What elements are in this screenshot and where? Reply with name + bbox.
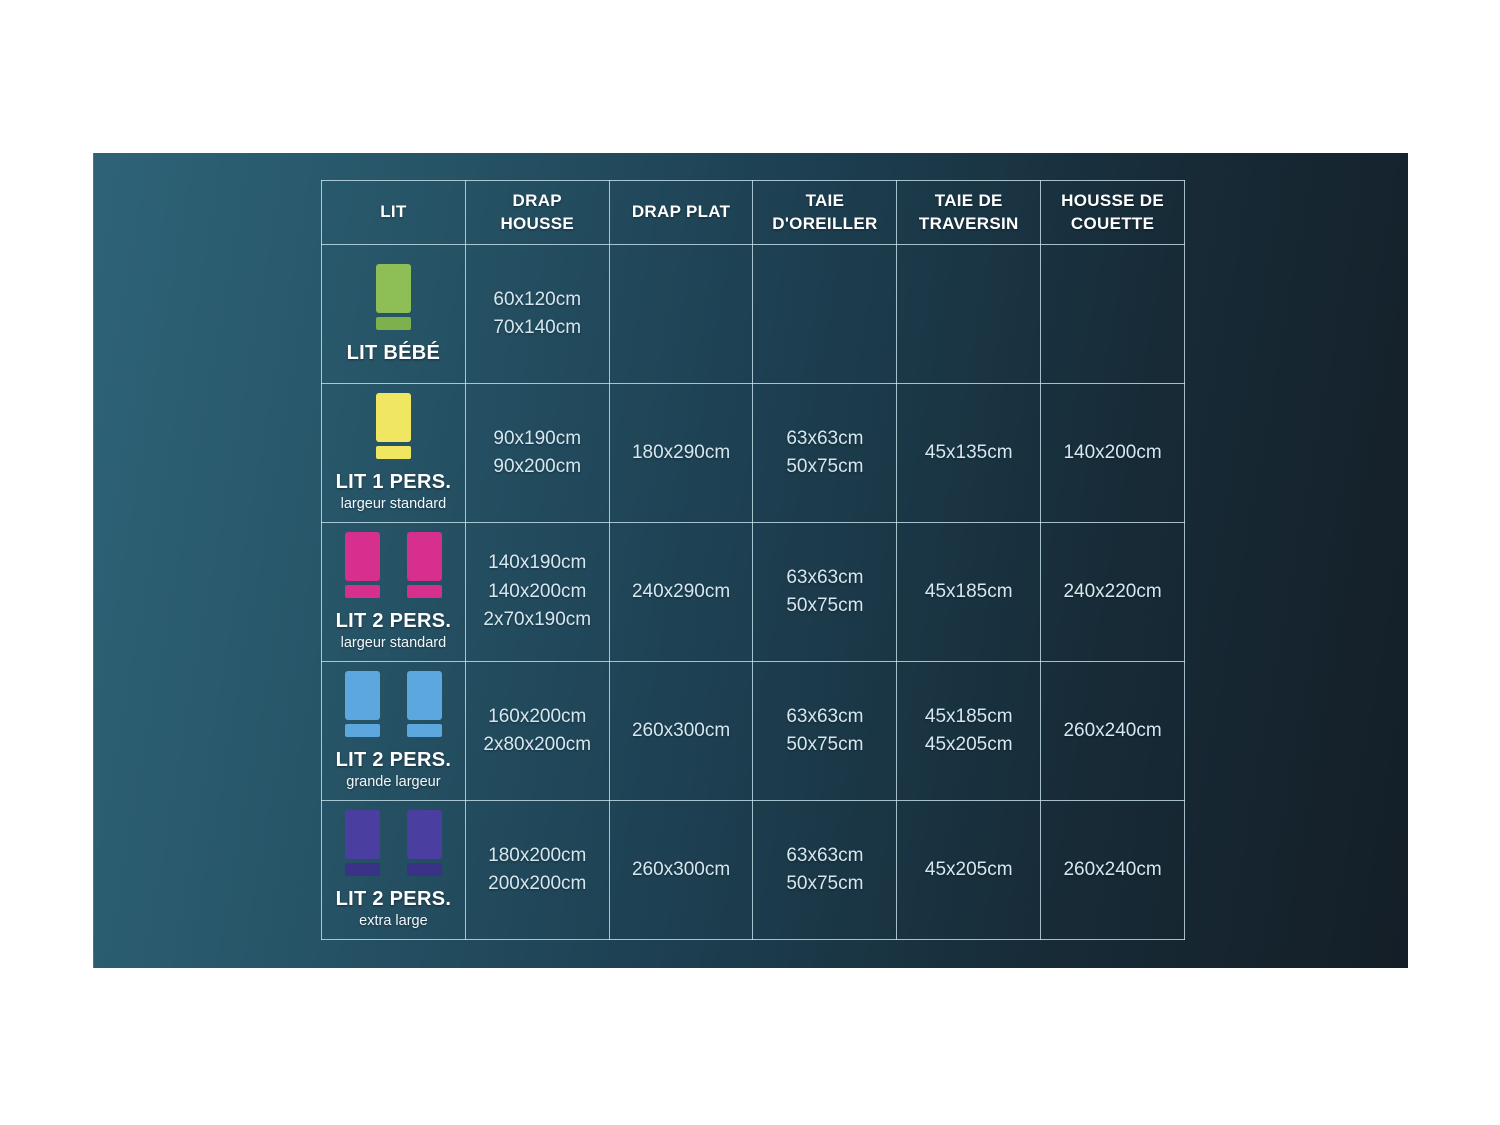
bed-icon xyxy=(344,670,380,737)
cell-housse-couette: 260x240cm xyxy=(1040,661,1185,801)
bed-icon-group xyxy=(375,263,411,330)
lit-subtitle: extra large xyxy=(359,912,428,929)
bed-mattress xyxy=(375,392,411,442)
cell-drap-housse: 60x120cm 70x140cm xyxy=(464,244,610,384)
bed-pillow xyxy=(406,723,442,737)
bed-mattress xyxy=(406,531,442,581)
lit-label-stack: LIT 2 PERS. extra large xyxy=(326,809,461,930)
lit-label-stack: LIT 2 PERS. largeur standard xyxy=(326,531,461,652)
cell-taie-traversin: 45x205cm xyxy=(896,800,1042,940)
header-housse-couette: HOUSSE DE COUETTE xyxy=(1040,180,1185,245)
cell-taie-traversin: 45x185cm 45x205cm xyxy=(896,661,1042,801)
cell-lit-2-pers-extra: LIT 2 PERS. extra large xyxy=(321,800,466,940)
lit-subtitle: largeur standard xyxy=(340,634,447,651)
cell-taie-traversin: 45x135cm xyxy=(896,383,1042,523)
cell-taie-oreiller: 63x63cm 50x75cm xyxy=(752,383,898,523)
cell-lit-1-pers: LIT 1 PERS. largeur standard xyxy=(321,383,466,523)
table-row-lit-2-pers-extra: LIT 2 PERS. extra large 180x200cm 200x20… xyxy=(321,800,1185,940)
bed-mattress xyxy=(375,263,411,313)
bed-linen-size-table: LIT DRAP HOUSSE DRAP PLAT TAIE D'OREILLE… xyxy=(321,180,1185,940)
table-row-lit-2-pers-standard: LIT 2 PERS. largeur standard 140x190cm 1… xyxy=(321,522,1185,662)
bed-mattress xyxy=(344,531,380,581)
bed-mattress xyxy=(344,809,380,859)
header-drap-housse: DRAP HOUSSE xyxy=(464,180,610,245)
header-taie-oreiller: TAIE D'OREILLER xyxy=(752,180,898,245)
lit-subtitle: grande largeur xyxy=(346,773,441,790)
cell-drap-plat: 240x290cm xyxy=(608,522,754,662)
lit-label-stack: LIT BÉBÉ xyxy=(326,263,461,365)
lit-label-stack: LIT 1 PERS. largeur standard xyxy=(326,392,461,513)
bed-pillow xyxy=(344,862,380,876)
bed-mattress xyxy=(406,809,442,859)
bed-icon xyxy=(406,809,442,876)
bed-pillow xyxy=(344,584,380,598)
lit-subtitle: largeur standard xyxy=(340,495,447,512)
cell-drap-housse: 90x190cm 90x200cm xyxy=(464,383,610,523)
bed-icon xyxy=(406,531,442,598)
bed-icon-group xyxy=(375,392,411,459)
bed-icon-group xyxy=(344,531,442,598)
bed-icon xyxy=(375,392,411,459)
cell-drap-housse: 160x200cm 2x80x200cm xyxy=(464,661,610,801)
bed-pillow xyxy=(375,316,411,330)
cell-lit-2-pers-grande: LIT 2 PERS. grande largeur xyxy=(321,661,466,801)
teal-gradient-panel: LIT DRAP HOUSSE DRAP PLAT TAIE D'OREILLE… xyxy=(93,153,1408,968)
cell-lit-bebe: LIT BÉBÉ xyxy=(321,244,466,384)
lit-name: LIT 2 PERS. xyxy=(335,887,452,910)
bed-mattress xyxy=(406,670,442,720)
table-row-lit-2-pers-grande: LIT 2 PERS. grande largeur 160x200cm 2x8… xyxy=(321,661,1185,801)
cell-taie-traversin: 45x185cm xyxy=(896,522,1042,662)
cell-drap-plat: 180x290cm xyxy=(608,383,754,523)
table-row-lit-bebe: LIT BÉBÉ 60x120cm 70x140cm xyxy=(321,244,1185,384)
bed-pillow xyxy=(344,723,380,737)
bed-icon xyxy=(406,670,442,737)
cell-housse-couette: 140x200cm xyxy=(1040,383,1185,523)
cell-drap-housse: 180x200cm 200x200cm xyxy=(464,800,610,940)
header-row: LIT DRAP HOUSSE DRAP PLAT TAIE D'OREILLE… xyxy=(321,180,1185,245)
cell-drap-plat: 260x300cm xyxy=(608,800,754,940)
cell-lit-2-pers-standard: LIT 2 PERS. largeur standard xyxy=(321,522,466,662)
cell-taie-oreiller: 63x63cm 50x75cm xyxy=(752,522,898,662)
bed-mattress xyxy=(344,670,380,720)
cell-taie-traversin xyxy=(896,244,1042,384)
table-row-lit-1-pers: LIT 1 PERS. largeur standard 90x190cm 90… xyxy=(321,383,1185,523)
bed-icon-group xyxy=(344,670,442,737)
cell-housse-couette: 260x240cm xyxy=(1040,800,1185,940)
cell-drap-plat: 260x300cm xyxy=(608,661,754,801)
lit-name: LIT 2 PERS. xyxy=(335,609,452,632)
bed-icon xyxy=(344,809,380,876)
cell-drap-plat xyxy=(608,244,754,384)
cell-taie-oreiller: 63x63cm 50x75cm xyxy=(752,661,898,801)
cell-taie-oreiller: 63x63cm 50x75cm xyxy=(752,800,898,940)
bed-pillow xyxy=(406,584,442,598)
lit-name: LIT 2 PERS. xyxy=(335,748,452,771)
cell-housse-couette: 240x220cm xyxy=(1040,522,1185,662)
bed-icon xyxy=(375,263,411,330)
bed-icon xyxy=(344,531,380,598)
bed-icon-group xyxy=(344,809,442,876)
header-drap-plat: DRAP PLAT xyxy=(608,180,754,245)
lit-name: LIT BÉBÉ xyxy=(346,341,441,364)
cell-housse-couette xyxy=(1040,244,1185,384)
header-lit: LIT xyxy=(321,180,466,245)
cell-drap-housse: 140x190cm 140x200cm 2x70x190cm xyxy=(464,522,610,662)
bed-pillow xyxy=(406,862,442,876)
bed-pillow xyxy=(375,445,411,459)
lit-label-stack: LIT 2 PERS. grande largeur xyxy=(326,670,461,791)
header-taie-traversin: TAIE DE TRAVERSIN xyxy=(896,180,1042,245)
lit-name: LIT 1 PERS. xyxy=(335,470,452,493)
cell-taie-oreiller xyxy=(752,244,898,384)
